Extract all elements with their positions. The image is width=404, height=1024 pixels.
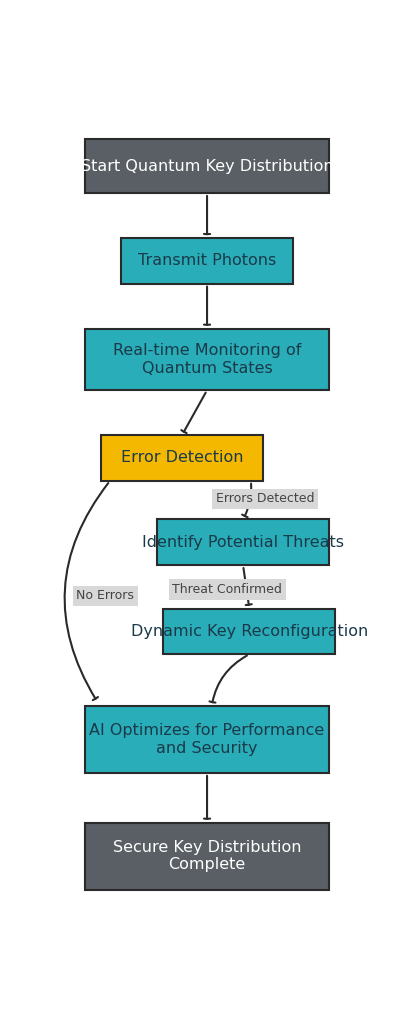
- Text: Dynamic Key Reconfiguration: Dynamic Key Reconfiguration: [130, 624, 368, 639]
- FancyBboxPatch shape: [85, 329, 329, 390]
- FancyBboxPatch shape: [101, 435, 263, 481]
- Text: Errors Detected: Errors Detected: [216, 493, 314, 506]
- FancyBboxPatch shape: [121, 238, 293, 284]
- FancyBboxPatch shape: [157, 519, 329, 565]
- Text: Start Quantum Key Distribution: Start Quantum Key Distribution: [81, 159, 333, 174]
- Text: Error Detection: Error Detection: [121, 451, 243, 466]
- Text: Transmit Photons: Transmit Photons: [138, 253, 276, 268]
- FancyBboxPatch shape: [85, 822, 329, 890]
- FancyBboxPatch shape: [163, 608, 335, 654]
- Text: No Errors: No Errors: [76, 590, 134, 602]
- Text: Threat Confirmed: Threat Confirmed: [173, 583, 282, 596]
- Text: Identify Potential Threats: Identify Potential Threats: [142, 535, 344, 550]
- Text: Secure Key Distribution
Complete: Secure Key Distribution Complete: [113, 840, 301, 872]
- FancyBboxPatch shape: [85, 706, 329, 773]
- FancyBboxPatch shape: [85, 139, 329, 194]
- Text: AI Optimizes for Performance
and Security: AI Optimizes for Performance and Securit…: [89, 723, 325, 756]
- Text: Real-time Monitoring of
Quantum States: Real-time Monitoring of Quantum States: [113, 343, 301, 376]
